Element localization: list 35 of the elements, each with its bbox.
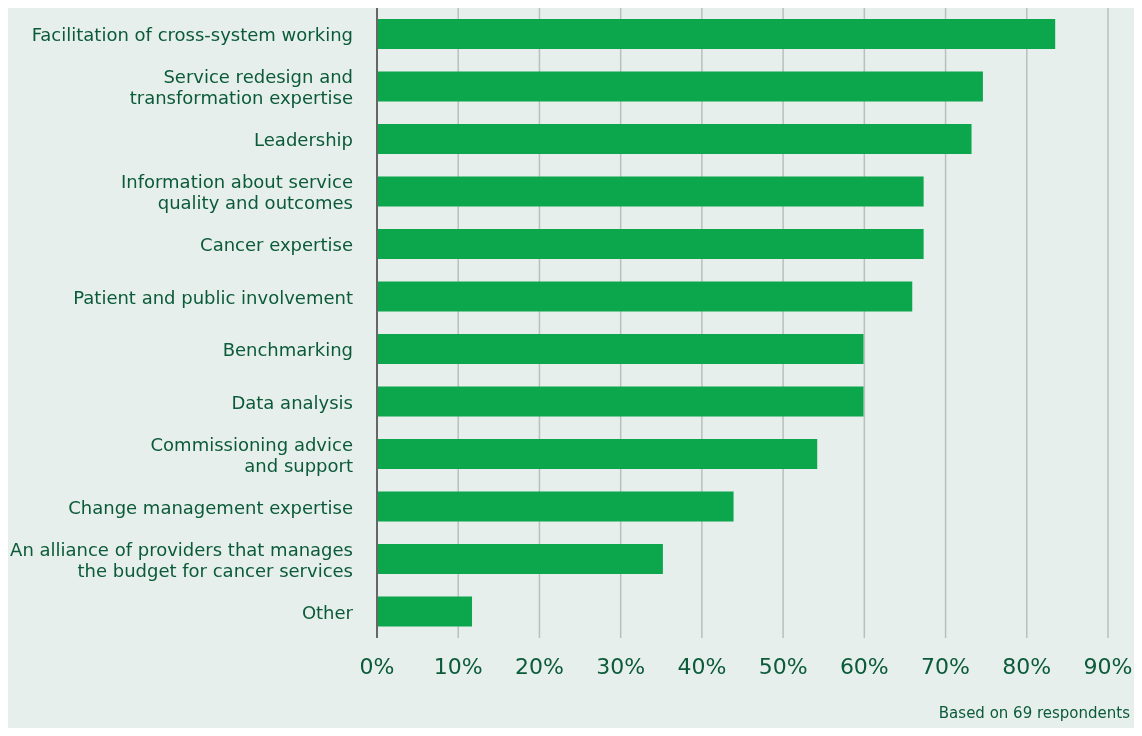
- x-tick-label: 70%: [921, 653, 971, 679]
- y-tick-label: Leadership: [254, 128, 353, 150]
- x-tick-label: 20%: [514, 653, 564, 679]
- x-tick-label: 0%: [359, 653, 395, 679]
- bar: [377, 281, 913, 312]
- x-tick-label: 40%: [677, 653, 727, 679]
- y-tick-label: Other: [301, 601, 354, 623]
- text: Based on 69 respondents: [938, 704, 1130, 722]
- x-tick-label: 60%: [839, 653, 889, 679]
- x-tick-label: 30%: [596, 653, 646, 679]
- y-tick-label: Change management expertise: [68, 496, 353, 518]
- y-tick-label: Data analysis: [231, 391, 353, 413]
- bar: [377, 19, 1056, 49]
- x-tick-label: 50%: [758, 653, 808, 679]
- y-tick-label: Commissioning advice and support: [150, 433, 353, 476]
- x-tick-label: 90%: [1083, 653, 1133, 679]
- y-tick-label: Benchmarking: [222, 338, 353, 360]
- bar: [377, 596, 473, 627]
- y-tick-label: Facilitation of cross-system working: [31, 23, 353, 45]
- bar: [377, 71, 983, 102]
- bar: [377, 176, 924, 207]
- bar: [377, 439, 818, 469]
- bar: [377, 386, 864, 417]
- y-tick-label: Patient and public involvement: [73, 286, 353, 308]
- bar: [377, 334, 864, 364]
- y-tick-label: Cancer expertise: [200, 233, 353, 255]
- y-tick-label: Information about service quality and outcomes: [120, 170, 353, 213]
- bar: [377, 124, 972, 154]
- x-tick-label: 80%: [1002, 653, 1052, 679]
- x-tick-label: 10%: [433, 653, 483, 679]
- y-tick-label: An alliance of providers that manages the budget for cancer services: [10, 538, 353, 581]
- bar: [377, 229, 924, 259]
- bar: [377, 491, 734, 522]
- bar: [377, 544, 663, 574]
- y-tick-label: Service redesign and transformation expertise: [129, 65, 353, 108]
